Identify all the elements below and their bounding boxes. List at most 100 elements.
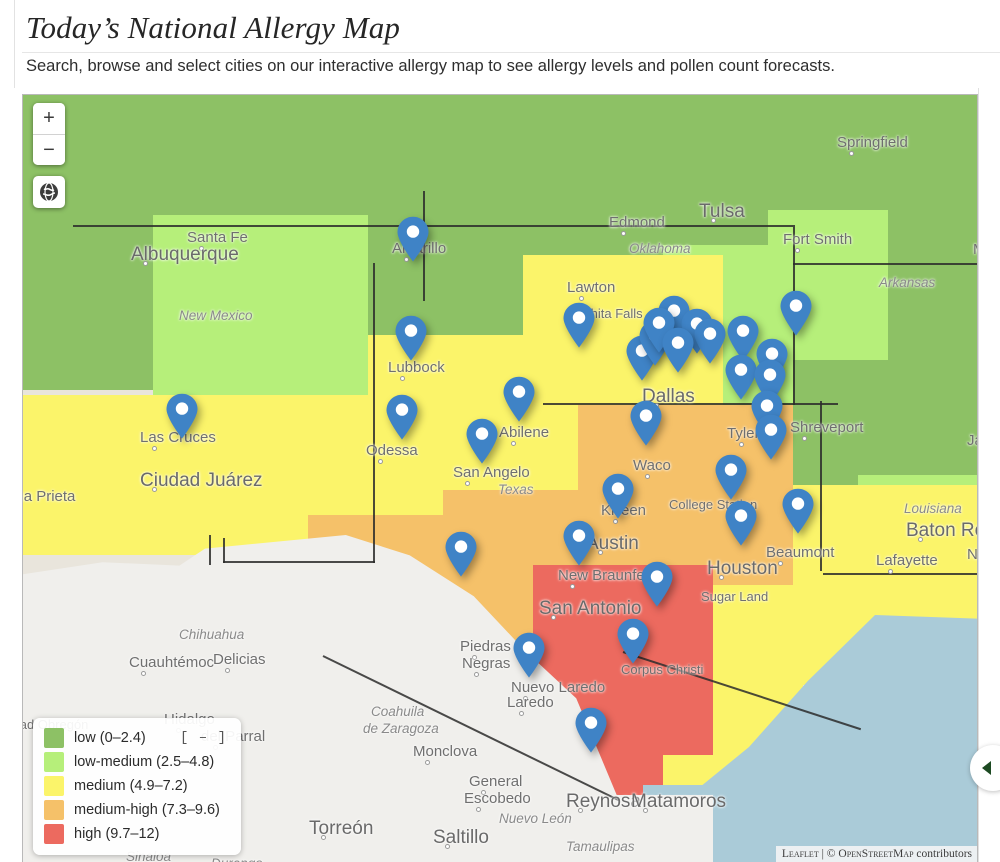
- border-ar-mo: [793, 263, 977, 265]
- city-dot: [474, 672, 479, 677]
- map-pin[interactable]: [394, 315, 428, 361]
- border-ar-la: [820, 401, 822, 571]
- location-pin-icon: [725, 354, 757, 400]
- attribution-contributors: contributors: [913, 848, 972, 860]
- map-pin[interactable]: [574, 707, 608, 753]
- map-pin[interactable]: [714, 454, 748, 500]
- map-pin[interactable]: [444, 531, 478, 577]
- legend-label: medium (4.9–7.2): [74, 778, 188, 794]
- city-dot: [425, 760, 430, 765]
- legend-swatch: [44, 824, 64, 844]
- legend-item[interactable]: medium (4.9–7.2): [44, 776, 227, 796]
- city-dot: [199, 246, 204, 251]
- map-pin[interactable]: [165, 393, 199, 439]
- map-pin[interactable]: [616, 618, 650, 664]
- city-dot: [613, 519, 618, 524]
- city-dot: [321, 835, 326, 840]
- map-pin[interactable]: [629, 400, 663, 446]
- legend-swatch: [44, 752, 64, 772]
- carousel-prev-button[interactable]: [970, 745, 1000, 791]
- legend-swatch: [44, 728, 64, 748]
- legend-label: low (0–2.4): [74, 730, 146, 746]
- city-dot: [739, 442, 744, 447]
- location-pin-icon: [563, 302, 595, 348]
- map-pin[interactable]: [502, 376, 536, 422]
- city-dot: [795, 248, 800, 253]
- map-pin[interactable]: [724, 354, 758, 400]
- openstreetmap-link[interactable]: OpenStreetMap: [838, 848, 914, 860]
- location-pin-icon: [397, 216, 429, 262]
- map-pin[interactable]: [726, 315, 760, 361]
- page-header: Today’s National Allergy Map Search, bro…: [22, 0, 1000, 86]
- location-pin-icon: [563, 520, 595, 566]
- location-pin-icon: [715, 454, 747, 500]
- map-pin[interactable]: [693, 318, 727, 364]
- city-dot: [445, 844, 450, 849]
- city-dot: [378, 459, 383, 464]
- legend-item[interactable]: low-medium (2.5–4.8): [44, 752, 227, 772]
- location-pin-icon: [662, 327, 694, 373]
- map-pin[interactable]: [781, 488, 815, 534]
- globe-icon: [40, 182, 58, 202]
- legend-swatch: [44, 800, 64, 820]
- border-tx-west: [223, 538, 225, 563]
- map-pin[interactable]: [512, 632, 546, 678]
- map-attribution[interactable]: Leaflet | © OpenStreetMap contributors: [775, 846, 977, 862]
- map-pin[interactable]: [779, 290, 813, 336]
- map-pin[interactable]: [661, 327, 695, 373]
- location-pin-icon: [725, 500, 757, 546]
- map-pin[interactable]: [562, 302, 596, 348]
- city-dot: [465, 481, 470, 486]
- map-controls[interactable]: + −: [33, 103, 65, 208]
- map-pin[interactable]: [754, 414, 788, 460]
- leaflet-link[interactable]: Leaflet: [781, 848, 819, 860]
- legend-label: high (9.7–12): [74, 826, 160, 842]
- city-dot: [523, 696, 528, 701]
- border-ok-ks: [73, 225, 793, 227]
- rail-divider: [14, 0, 15, 88]
- map-pin[interactable]: [385, 394, 419, 440]
- city-dot: [152, 487, 157, 492]
- legend-item[interactable]: medium-high (7.3–9.6): [44, 800, 227, 820]
- city-dot: [551, 615, 556, 620]
- city-dot: [400, 376, 405, 381]
- city-dot: [152, 446, 157, 451]
- legend-item[interactable]: high (9.7–12): [44, 824, 227, 844]
- city-dot: [802, 436, 807, 441]
- legend-item[interactable]: low (0–2.4) [ – ]: [44, 728, 227, 748]
- location-pin-icon: [395, 315, 427, 361]
- border-nm-tx: [423, 191, 425, 301]
- zoom-in-button[interactable]: +: [33, 103, 65, 134]
- border-nm-east: [373, 263, 375, 563]
- city-dot: [849, 151, 854, 156]
- location-pin-icon: [755, 414, 787, 460]
- legend-collapse-button[interactable]: [ – ]: [179, 730, 227, 746]
- zoom-out-button[interactable]: −: [33, 134, 65, 165]
- legend-swatch: [44, 776, 64, 796]
- map-pin[interactable]: [562, 520, 596, 566]
- map-pin[interactable]: [465, 418, 499, 464]
- city-dot: [645, 474, 650, 479]
- location-pin-icon: [617, 618, 649, 664]
- location-pin-icon: [782, 488, 814, 534]
- page-title: Today’s National Allergy Map: [26, 10, 400, 45]
- location-pin-icon: [780, 290, 812, 336]
- chevron-left-icon: [981, 761, 991, 775]
- map-pin[interactable]: [724, 500, 758, 546]
- map-pin[interactable]: [601, 473, 635, 519]
- city-dot: [519, 711, 524, 716]
- legend-rows: low (0–2.4) [ – ] low-medium (2.5–4.8) medi…: [44, 728, 227, 844]
- location-pin-icon: [641, 561, 673, 607]
- map-pin[interactable]: [396, 216, 430, 262]
- map-legend[interactable]: low (0–2.4) [ – ] low-medium (2.5–4.8) medi…: [33, 718, 241, 855]
- map-pin[interactable]: [640, 561, 674, 607]
- location-pin-icon: [503, 376, 535, 422]
- city-dot: [621, 231, 626, 236]
- legend-label: low-medium (2.5–4.8): [74, 754, 215, 770]
- zoom-control[interactable]: + −: [33, 103, 65, 165]
- map-canvas[interactable]: Springfield Tulsa Fort Smith Arkansas Edmond…: [23, 95, 977, 862]
- border-la-ms: [823, 573, 977, 575]
- allergy-map[interactable]: Springfield Tulsa Fort Smith Arkansas Edmond…: [22, 94, 978, 862]
- layers-globe-button[interactable]: [33, 176, 65, 208]
